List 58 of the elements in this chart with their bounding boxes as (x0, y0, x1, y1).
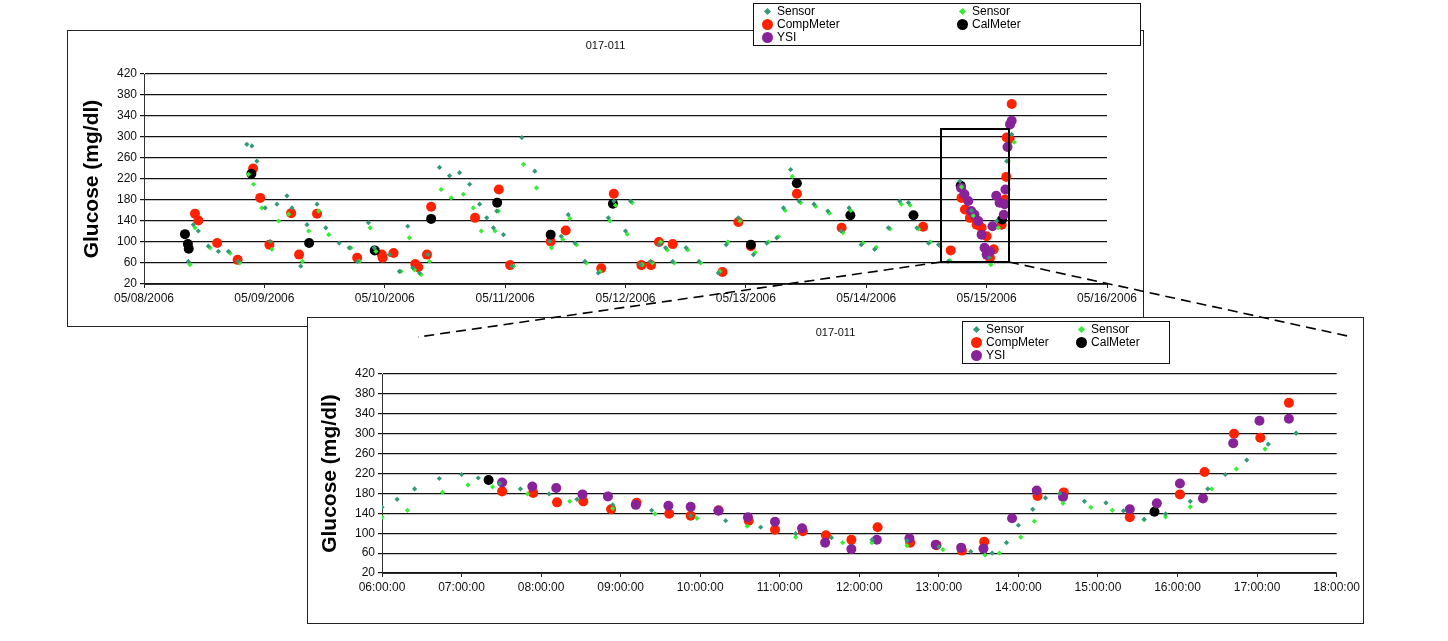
y-tick-label: 100 (116, 234, 138, 249)
y-tick-label: 100 (354, 525, 376, 540)
y-tick-label: 20 (123, 276, 138, 291)
x-tick-label: 05/09/2006 (234, 290, 295, 305)
y-tick-label: 340 (354, 406, 376, 421)
x-tick-label: 05/11/2006 (475, 290, 536, 305)
y-tick-label: 180 (116, 192, 138, 207)
legend-label: Sensor (972, 4, 1011, 18)
y-tick-label: 260 (116, 150, 138, 165)
x-tick-label: 05/12/2006 (595, 290, 656, 305)
y-tick-label: 380 (116, 87, 138, 102)
x-tick-label: 12:00:00 (835, 579, 883, 594)
y-tick-label: 60 (361, 545, 376, 560)
y-tick-label: 300 (354, 426, 376, 441)
x-tick-label: 10:00:00 (676, 579, 724, 594)
x-tick-label: 13:00:00 (915, 579, 963, 594)
x-tick-label: 14:00:00 (995, 579, 1043, 594)
y-tick-label: 300 (116, 129, 138, 144)
x-tick-label: 11:00:00 (756, 579, 803, 594)
y-tick-label: 420 (116, 66, 138, 81)
legend-label: CalMeter (972, 17, 1021, 31)
legend-label: Sensor (1091, 322, 1130, 336)
y-axis-title: Glucose (mg/dl) (317, 394, 341, 553)
legend-label: YSI (986, 348, 1006, 362)
x-tick-label: 06:00:00 (358, 579, 406, 594)
x-tick-label: 05/15/2006 (956, 290, 1017, 305)
y-tick-label: 420 (354, 366, 376, 381)
x-tick-label: 17:00:00 (1233, 579, 1281, 594)
y-tick-label: 20 (361, 565, 376, 580)
x-tick-label: 15:00:00 (1074, 579, 1122, 594)
y-axis-title: Glucose (mg/dl) (79, 99, 103, 259)
legend-label: CompMeter (986, 335, 1049, 349)
legend-label: Sensor (986, 322, 1025, 336)
x-tick-label: 08:00:00 (517, 579, 565, 594)
x-tick-label: 18:00:00 (1313, 579, 1361, 594)
x-tick-label: 05/10/2006 (354, 290, 416, 305)
x-tick-label: 05/08/2006 (113, 290, 175, 305)
y-tick-label: 140 (354, 505, 376, 520)
x-tick-label: 05/13/2006 (715, 290, 777, 305)
x-tick-label: 07:00:00 (438, 579, 486, 594)
x-tick-label: 16:00:00 (1154, 579, 1202, 594)
chart-title: 017-011 (815, 326, 856, 338)
x-tick-label: 09:00:00 (597, 579, 645, 594)
chart-title: 017-011 (585, 39, 626, 51)
legend-label: CalMeter (1091, 335, 1140, 349)
y-tick-label: 180 (354, 485, 376, 500)
y-tick-label: 60 (123, 255, 138, 270)
y-tick-label: 380 (354, 386, 376, 401)
x-tick-label: 05/14/2006 (836, 290, 897, 305)
legend-label: Sensor (777, 4, 816, 18)
y-tick-label: 340 (116, 108, 138, 123)
y-tick-label: 220 (354, 465, 376, 480)
y-tick-label: 220 (116, 171, 138, 186)
y-tick-label: 260 (354, 445, 376, 460)
y-tick-label: 140 (116, 213, 138, 228)
legend-label: YSI (777, 30, 797, 44)
legend-label: CompMeter (777, 17, 840, 31)
x-tick-label: 05/16/2006 (1076, 290, 1138, 305)
